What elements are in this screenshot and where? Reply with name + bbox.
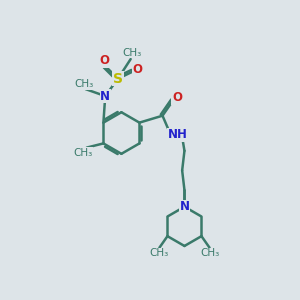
Text: CH₃: CH₃ (73, 148, 92, 158)
Text: N: N (100, 90, 110, 103)
Text: CH₃: CH₃ (200, 248, 220, 259)
Text: NH: NH (168, 128, 188, 141)
Text: CH₃: CH₃ (149, 248, 169, 259)
Text: CH₃: CH₃ (122, 48, 141, 58)
Text: CH₃: CH₃ (75, 79, 94, 89)
Text: N: N (179, 200, 190, 213)
Text: O: O (100, 54, 110, 68)
Text: O: O (132, 63, 142, 76)
Text: N: N (179, 200, 190, 213)
Text: S: S (113, 72, 123, 86)
Text: O: O (172, 92, 182, 104)
